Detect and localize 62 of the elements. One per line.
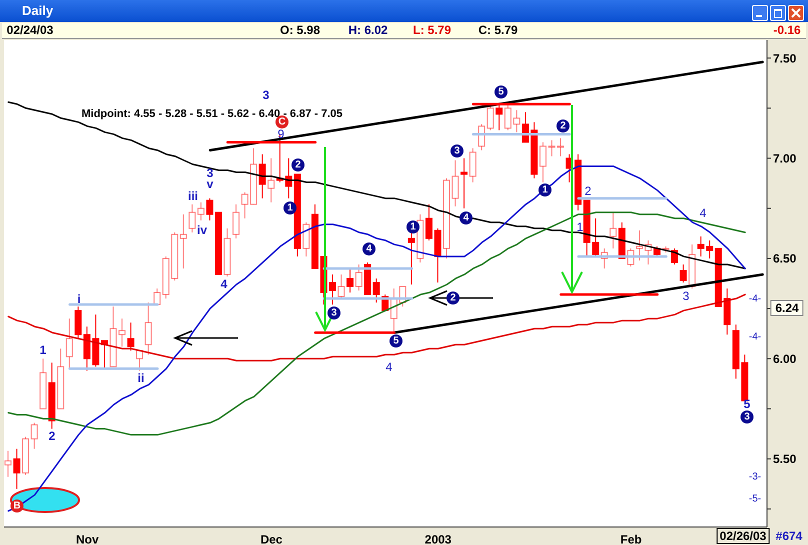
- annotation: -4-: [748, 332, 762, 342]
- line-series: [8, 294, 746, 362]
- text: C: 5.79: [478, 23, 518, 37]
- annotation: 1: [284, 202, 296, 214]
- annotation: 3: [206, 166, 214, 180]
- annotation: 4: [700, 206, 706, 220]
- annotation: 1: [406, 220, 420, 234]
- annotation: 3: [682, 289, 690, 303]
- annotation: v: [206, 177, 214, 191]
- annotation: 2: [48, 429, 56, 443]
- chart-title: Daily: [22, 3, 54, 18]
- x-tick-label: 2003: [424, 532, 452, 545]
- text: 02/24/03: [6, 23, 54, 37]
- annotation: 2: [446, 292, 460, 304]
- annotation: 3: [328, 306, 340, 320]
- annotation: 2: [292, 158, 304, 172]
- text: O: 5.98: [280, 23, 320, 37]
- annotation: 5: [390, 334, 402, 348]
- annotation: 4: [362, 242, 376, 256]
- candlestick: [127, 322, 134, 352]
- annotation: 4: [220, 277, 228, 291]
- x-tick-label: Dec: [260, 532, 283, 545]
- annotation: ii: [138, 371, 144, 385]
- annotation: 1: [40, 343, 46, 357]
- candlestick: [328, 274, 336, 306]
- x-tick-label: Nov: [76, 532, 99, 545]
- annotation: 1: [576, 220, 584, 234]
- annotation: 2: [556, 120, 570, 132]
- annotation: i: [77, 292, 81, 306]
- annotation: 5: [744, 397, 750, 411]
- annotation: iii: [188, 189, 198, 203]
- y-tick-label: 6.50: [773, 252, 797, 266]
- annotation: 4: [460, 212, 472, 224]
- y-tick-label: 7.50: [773, 51, 797, 66]
- y-tick-label: 5.50: [773, 452, 797, 466]
- text: #674: [776, 529, 802, 543]
- text: 02/26/03: [716, 528, 770, 544]
- annotation: iv: [196, 223, 208, 237]
- candlestick: [460, 158, 468, 209]
- annotation: C: [276, 116, 288, 128]
- annotation: 9: [278, 127, 284, 141]
- annotation: -4-: [748, 294, 762, 304]
- annotation: 4: [386, 360, 392, 374]
- line-series: [8, 101, 746, 270]
- candlestick: [372, 278, 380, 304]
- annotation: 2: [584, 184, 592, 198]
- text: -0.16: [773, 23, 801, 37]
- annotation: 3: [740, 410, 754, 424]
- annotation: -5-: [748, 494, 762, 504]
- text: H: 6.02: [348, 23, 388, 37]
- text: 6.24: [770, 300, 804, 316]
- annotation: B: [10, 500, 24, 512]
- y-tick-label: 7.00: [773, 152, 797, 166]
- text: L: 5.79: [412, 23, 452, 37]
- annotation: 3: [450, 144, 464, 158]
- annotation: 1: [538, 184, 552, 196]
- y-tick-label: 6.00: [773, 352, 797, 366]
- annotation: -3-: [748, 472, 762, 482]
- annotation: 5: [494, 86, 508, 98]
- x-tick-label: Feb: [620, 532, 642, 545]
- line-series: [8, 166, 746, 512]
- annotation: 3: [262, 88, 270, 102]
